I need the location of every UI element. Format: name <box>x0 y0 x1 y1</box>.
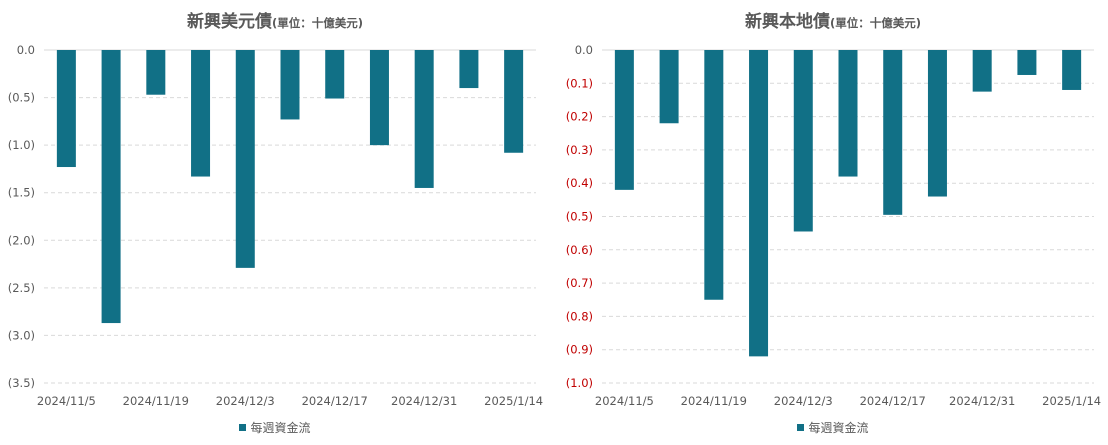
y-tick-label: (0.9) <box>566 343 593 357</box>
y-tick-label: (0.6) <box>566 243 593 257</box>
bar <box>504 50 524 153</box>
x-tick-label: 2024/12/3 <box>774 394 833 408</box>
x-tick-label: 2024/12/17 <box>302 394 368 408</box>
bar <box>280 50 300 120</box>
y-tick-label: (2.0) <box>8 233 35 247</box>
y-tick-label: (0.3) <box>566 143 593 157</box>
bar <box>414 50 434 188</box>
y-tick-label: (1.0) <box>566 376 593 390</box>
bar-chart-emerging-usd-bonds: 0.0(0.5)(1.0)(1.5)(2.0)(2.5)(3.0)(3.5)20… <box>8 43 543 408</box>
bar <box>838 50 858 177</box>
y-tick-label: 0.0 <box>17 43 35 57</box>
bar <box>369 50 389 146</box>
chart-title-unit: (單位：十億美元) <box>829 16 921 30</box>
bar <box>972 50 992 92</box>
bar <box>659 50 679 124</box>
chart-legend: 每週資金流 <box>0 419 550 436</box>
x-tick-label: 2024/12/31 <box>391 394 457 408</box>
y-tick-label: (0.5) <box>8 91 35 105</box>
chart-legend: 每週資金流 <box>558 419 1108 436</box>
y-tick-label: (0.2) <box>566 110 593 124</box>
bar <box>749 50 769 357</box>
y-tick-label: (0.1) <box>566 76 593 90</box>
y-tick-label: (2.5) <box>8 281 35 295</box>
chart-title: 新興美元債(單位：十億美元) <box>0 7 550 32</box>
bar <box>191 50 211 177</box>
legend-label: 每週資金流 <box>250 421 311 435</box>
x-tick-label: 2024/11/5 <box>595 394 654 408</box>
x-tick-label: 2024/12/3 <box>216 394 275 408</box>
bar <box>56 50 76 168</box>
chart-title-main: 新興本地債 <box>744 12 830 32</box>
x-tick-label: 2025/1/14 <box>484 394 543 408</box>
bar <box>459 50 479 89</box>
bar <box>235 50 255 268</box>
bar <box>1062 50 1082 90</box>
y-tick-label: (3.5) <box>8 376 35 390</box>
y-tick-label: (0.8) <box>566 309 593 323</box>
y-tick-label: (1.5) <box>8 186 35 200</box>
y-tick-label: (0.7) <box>566 276 593 290</box>
chart-panel-emerging-local-bonds: 新興本地債(單位：十億美元) 0.0 (0.1) (0.2) (0.3) (0.4) (0… <box>558 0 1108 445</box>
chart-panel-emerging-usd-bonds: 新興美元債(單位：十億美元) 0.0 (0.5) (1.0) (1.5) (2.0) (2… <box>0 0 550 445</box>
y-tick-label: 0.0 <box>575 43 593 57</box>
x-tick-label: 2024/12/17 <box>860 394 926 408</box>
bar <box>927 50 947 197</box>
bar-chart-emerging-local-bonds: 0.0 (0.1) (0.2) (0.3) (0.4) (0.5) (0.6) (0.7) (0… <box>566 43 1101 408</box>
bar <box>883 50 903 215</box>
y-tick-label: (0.4) <box>566 176 593 190</box>
bar <box>704 50 724 300</box>
bar <box>146 50 166 95</box>
legend-swatch <box>797 424 805 431</box>
y-tick-label: (0.5) <box>566 210 593 224</box>
legend-swatch <box>239 424 247 431</box>
bar <box>614 50 634 190</box>
bar <box>793 50 813 232</box>
chart-title-unit: (單位：十億美元) <box>271 16 363 30</box>
chart-title: 新興本地債(單位：十億美元) <box>558 7 1108 32</box>
bar <box>1017 50 1037 75</box>
legend-label: 每週資金流 <box>808 421 869 435</box>
x-tick-label: 2024/12/31 <box>949 394 1015 408</box>
y-tick-label: (3.0) <box>8 328 35 342</box>
x-tick-label: 2025/1/14 <box>1042 394 1101 408</box>
x-tick-label: 2024/11/19 <box>123 394 189 408</box>
bar <box>325 50 345 99</box>
y-tick-label: (1.0) <box>8 138 35 152</box>
chart-title-main: 新興美元債 <box>186 12 272 32</box>
x-tick-label: 2024/11/5 <box>37 394 96 408</box>
bar <box>101 50 121 324</box>
x-tick-label: 2024/11/19 <box>681 394 747 408</box>
